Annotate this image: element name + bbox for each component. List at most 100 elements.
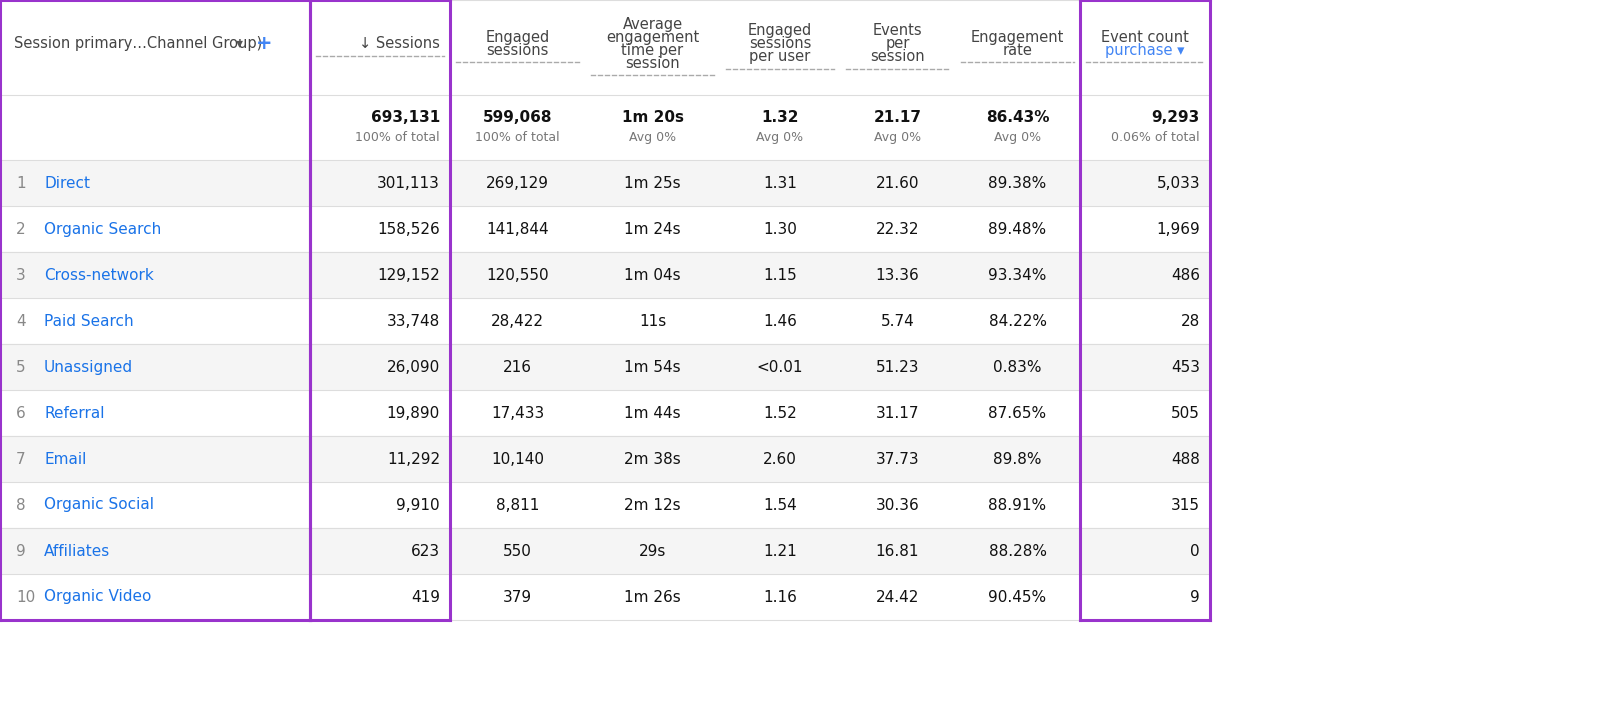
Text: 7: 7 <box>16 451 26 466</box>
Text: 1: 1 <box>16 175 26 190</box>
Text: 19,890: 19,890 <box>387 405 440 420</box>
Text: 86.43%: 86.43% <box>986 110 1050 125</box>
Text: 1.16: 1.16 <box>763 589 797 604</box>
Text: 5,033: 5,033 <box>1157 175 1200 190</box>
Text: 31.17: 31.17 <box>875 405 920 420</box>
Text: 488: 488 <box>1171 451 1200 466</box>
Text: 4: 4 <box>16 313 26 328</box>
Text: 9: 9 <box>16 543 26 558</box>
Text: Avg 0%: Avg 0% <box>757 131 803 144</box>
Text: Engaged: Engaged <box>747 23 813 38</box>
Text: 0.83%: 0.83% <box>994 360 1042 375</box>
Text: 100% of total: 100% of total <box>475 131 560 144</box>
Text: 505: 505 <box>1171 405 1200 420</box>
Text: 28,422: 28,422 <box>491 313 544 328</box>
Text: 315: 315 <box>1171 498 1200 513</box>
Bar <box>0 298 1210 344</box>
Text: ▾: ▾ <box>237 36 243 51</box>
Bar <box>0 390 1210 436</box>
Text: 1.32: 1.32 <box>762 110 798 125</box>
Text: Organic Search: Organic Search <box>45 222 162 237</box>
Text: 10,140: 10,140 <box>491 451 544 466</box>
Text: 1m 04s: 1m 04s <box>624 267 682 282</box>
Text: 11,292: 11,292 <box>387 451 440 466</box>
Text: Avg 0%: Avg 0% <box>994 131 1042 144</box>
Text: 13.36: 13.36 <box>875 267 920 282</box>
Text: Avg 0%: Avg 0% <box>874 131 922 144</box>
Text: 37.73: 37.73 <box>875 451 920 466</box>
Text: 17,433: 17,433 <box>491 405 544 420</box>
Text: 87.65%: 87.65% <box>989 405 1046 420</box>
Text: Session primary…Channel Group): Session primary…Channel Group) <box>14 36 262 51</box>
Text: per user: per user <box>749 49 811 64</box>
Text: Avg 0%: Avg 0% <box>629 131 677 144</box>
Text: 51.23: 51.23 <box>875 360 920 375</box>
Text: 158,526: 158,526 <box>378 222 440 237</box>
Text: 141,844: 141,844 <box>486 222 549 237</box>
Bar <box>0 206 1210 252</box>
Bar <box>0 0 1210 95</box>
Bar <box>0 482 1210 528</box>
Text: 2.60: 2.60 <box>763 451 797 466</box>
Text: per: per <box>885 36 910 51</box>
Text: 693,131: 693,131 <box>371 110 440 125</box>
Text: Event count: Event count <box>1101 29 1189 44</box>
Bar <box>0 95 1210 160</box>
Text: 419: 419 <box>411 589 440 604</box>
Text: 21.17: 21.17 <box>874 110 922 125</box>
Text: 2: 2 <box>16 222 26 237</box>
Bar <box>0 528 1210 574</box>
Text: engagement: engagement <box>606 29 699 44</box>
Text: 8: 8 <box>16 498 26 513</box>
Text: 301,113: 301,113 <box>378 175 440 190</box>
Bar <box>0 436 1210 482</box>
Text: 93.34%: 93.34% <box>989 267 1046 282</box>
Text: 28: 28 <box>1181 313 1200 328</box>
Text: Cross-network: Cross-network <box>45 267 154 282</box>
Text: 486: 486 <box>1171 267 1200 282</box>
Text: Referral: Referral <box>45 405 104 420</box>
Text: 84.22%: 84.22% <box>989 313 1046 328</box>
Text: 88.28%: 88.28% <box>989 543 1046 558</box>
Text: 3: 3 <box>16 267 26 282</box>
Text: 16.81: 16.81 <box>875 543 920 558</box>
Text: ↓ Sessions: ↓ Sessions <box>358 36 440 51</box>
Text: 88.91%: 88.91% <box>989 498 1046 513</box>
Text: 89.8%: 89.8% <box>994 451 1042 466</box>
Text: +: + <box>256 34 272 53</box>
Text: 1m 25s: 1m 25s <box>624 175 682 190</box>
Text: 120,550: 120,550 <box>486 267 549 282</box>
Text: 89.38%: 89.38% <box>989 175 1046 190</box>
Text: 1.46: 1.46 <box>763 313 797 328</box>
Text: 550: 550 <box>502 543 531 558</box>
Text: Organic Video: Organic Video <box>45 589 152 604</box>
Text: 599,068: 599,068 <box>483 110 552 125</box>
Text: Email: Email <box>45 451 86 466</box>
Text: purchase ▾: purchase ▾ <box>1106 42 1184 57</box>
Text: 216: 216 <box>502 360 531 375</box>
Text: 623: 623 <box>411 543 440 558</box>
Text: 453: 453 <box>1171 360 1200 375</box>
Text: 30.36: 30.36 <box>875 498 920 513</box>
Text: 0: 0 <box>1190 543 1200 558</box>
Text: Organic Social: Organic Social <box>45 498 154 513</box>
Text: session: session <box>626 56 680 71</box>
Bar <box>0 160 1210 206</box>
Text: 1m 44s: 1m 44s <box>624 405 682 420</box>
Text: Unassigned: Unassigned <box>45 360 133 375</box>
Text: Paid Search: Paid Search <box>45 313 134 328</box>
Text: 9,293: 9,293 <box>1152 110 1200 125</box>
Text: 26,090: 26,090 <box>387 360 440 375</box>
Text: Average: Average <box>622 16 683 31</box>
Text: 5: 5 <box>16 360 26 375</box>
Text: time per: time per <box>621 42 683 57</box>
Text: 1m 26s: 1m 26s <box>624 589 682 604</box>
Text: 9,910: 9,910 <box>397 498 440 513</box>
Text: 21.60: 21.60 <box>875 175 920 190</box>
Text: session: session <box>870 49 925 64</box>
Text: Affiliates: Affiliates <box>45 543 110 558</box>
Text: 89.48%: 89.48% <box>989 222 1046 237</box>
Text: 1m 24s: 1m 24s <box>624 222 682 237</box>
Text: 1.52: 1.52 <box>763 405 797 420</box>
Text: 2m 12s: 2m 12s <box>624 498 682 513</box>
